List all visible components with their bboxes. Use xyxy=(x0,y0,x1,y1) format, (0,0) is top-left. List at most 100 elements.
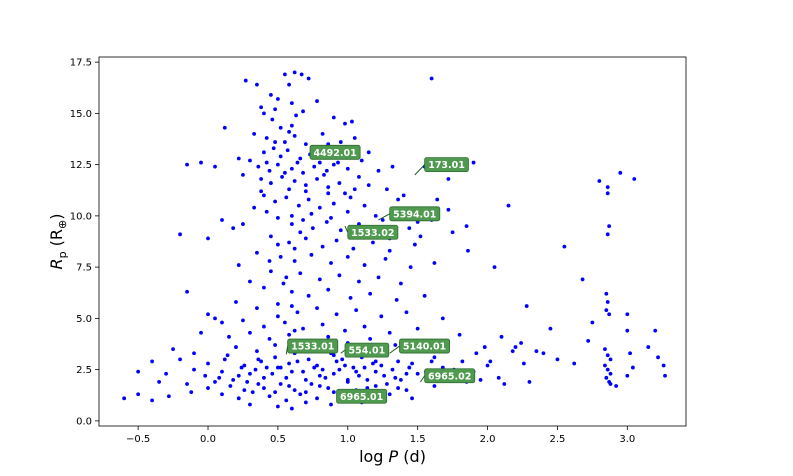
data-point xyxy=(295,359,300,364)
data-point xyxy=(262,324,266,329)
data-point xyxy=(351,365,356,370)
data-point xyxy=(450,230,455,235)
data-point xyxy=(352,136,357,140)
x-axis-ticks: −0.5 0.0 0.5 1.0 1.5 2.0 2.5 3.0 xyxy=(126,426,635,445)
data-point xyxy=(323,375,328,380)
data-point xyxy=(222,125,227,130)
data-point xyxy=(432,355,437,360)
data-point xyxy=(259,177,264,181)
data-point xyxy=(371,240,375,245)
data-point xyxy=(287,187,291,192)
data-point xyxy=(366,183,371,188)
data-point xyxy=(278,382,283,386)
data-point xyxy=(446,177,451,181)
data-point xyxy=(306,76,311,81)
data-point xyxy=(301,326,305,331)
data-point xyxy=(273,343,277,347)
data-point xyxy=(166,394,171,399)
x-tick-label: −0.5 xyxy=(126,434,150,445)
data-point xyxy=(292,328,297,333)
data-point xyxy=(357,373,361,378)
data-point xyxy=(387,330,392,335)
data-point xyxy=(380,218,385,222)
data-point xyxy=(478,377,483,382)
data-point xyxy=(220,369,224,374)
annotation-label: 6965.02 xyxy=(428,371,471,382)
data-point xyxy=(605,191,610,196)
data-point xyxy=(296,203,301,208)
data-point xyxy=(306,357,311,362)
data-point xyxy=(227,334,231,339)
data-point xyxy=(275,162,280,167)
x-tick-label: 2.5 xyxy=(549,434,565,445)
data-point xyxy=(499,334,504,339)
data-point xyxy=(345,377,350,382)
data-point xyxy=(334,238,339,243)
data-point xyxy=(262,285,266,290)
data-point xyxy=(362,324,367,329)
data-point xyxy=(241,222,245,226)
data-point xyxy=(407,365,412,370)
y-tick-label: 5.0 xyxy=(76,314,92,325)
x-tick-label: 1.5 xyxy=(410,434,426,445)
data-point xyxy=(404,310,409,315)
data-point xyxy=(298,230,303,235)
data-point xyxy=(519,341,523,345)
data-point xyxy=(243,78,248,83)
data-point xyxy=(521,361,526,366)
data-point xyxy=(309,211,314,216)
data-point xyxy=(220,392,224,397)
data-point xyxy=(373,359,378,364)
data-point xyxy=(289,304,294,308)
x-tick-label: 0.5 xyxy=(270,434,286,445)
data-point xyxy=(292,388,297,393)
data-point xyxy=(348,295,353,300)
annotation-box xyxy=(424,368,476,384)
data-point xyxy=(287,384,291,388)
data-point xyxy=(241,172,245,177)
data-point xyxy=(185,382,189,386)
data-point xyxy=(273,390,277,395)
data-point xyxy=(396,359,400,364)
annotation-label: 554.01 xyxy=(349,346,386,357)
data-point xyxy=(185,289,189,294)
annotation-label: 4492.01 xyxy=(313,148,356,159)
data-point xyxy=(628,351,632,356)
data-point xyxy=(267,394,272,399)
y-tick-label: 12.5 xyxy=(70,160,92,171)
annotation-6965.01: 6965.01 xyxy=(336,388,388,404)
data-point xyxy=(292,134,297,138)
data-point xyxy=(334,312,339,317)
annotation-label: 5140.01 xyxy=(403,342,446,353)
annotation-4492.01: 4492.01 xyxy=(309,144,361,160)
data-point xyxy=(604,308,609,313)
data-point xyxy=(282,140,287,144)
data-point xyxy=(303,390,308,395)
data-point xyxy=(390,367,395,372)
annotation-leader-line xyxy=(389,345,400,354)
data-point xyxy=(312,365,317,370)
data-point xyxy=(340,357,345,362)
data-point xyxy=(608,371,613,376)
data-point xyxy=(435,197,440,202)
data-point xyxy=(245,380,250,384)
data-point xyxy=(287,332,291,337)
data-point xyxy=(234,300,238,304)
data-point xyxy=(289,166,294,171)
annotation-box xyxy=(336,388,388,404)
data-point xyxy=(278,254,283,259)
data-point xyxy=(373,384,378,388)
data-point xyxy=(267,259,272,263)
data-point xyxy=(298,392,303,397)
data-point xyxy=(287,361,291,366)
data-point xyxy=(371,361,375,366)
data-point xyxy=(337,367,342,372)
data-point xyxy=(625,312,630,317)
data-point xyxy=(282,320,287,325)
data-point xyxy=(326,386,331,390)
data-point xyxy=(429,359,434,364)
data-point xyxy=(269,93,273,97)
data-point xyxy=(315,306,319,311)
data-point xyxy=(301,170,305,175)
data-point xyxy=(264,365,269,370)
